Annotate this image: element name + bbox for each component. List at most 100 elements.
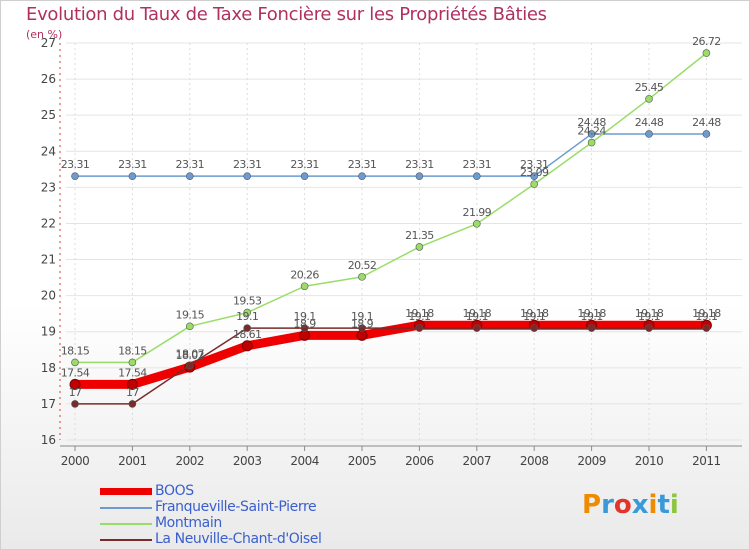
data-label-franqueville-saint-pierre: 24.48	[635, 116, 664, 129]
data-label-franqueville-saint-pierre: 23.31	[348, 158, 377, 171]
data-point-la-neuville-chant-d-oisel	[300, 324, 309, 332]
data-point-la-neuville-chant-d-oisel	[472, 324, 481, 332]
data-label-boos: 19.18	[577, 307, 606, 320]
data-point-montmain	[71, 358, 79, 367]
data-point-la-neuville-chant-d-oisel	[587, 324, 596, 332]
data-label-montmain: 20.52	[348, 259, 377, 272]
data-label-la-neuville-chant-d-oisel: 19.1	[523, 310, 545, 323]
series-line-montmain	[75, 52, 707, 364]
legend-label: Franqueville-Saint-Pierre	[155, 499, 317, 515]
data-label-montmain: 23.09	[520, 166, 549, 179]
data-label-boos: 18.9	[351, 317, 374, 330]
logo-letter: x	[631, 490, 649, 520]
data-point-la-neuville-chant-d-oisel	[243, 324, 251, 332]
y-tick-label: 19	[41, 325, 56, 339]
data-label-montmain: 18.15	[61, 344, 90, 357]
data-point-montmain	[530, 180, 539, 188]
legend-label: La Neuville-Chant-d'Oisel	[155, 531, 322, 547]
data-point-franqueville-saint-pierre	[702, 130, 711, 138]
y-axis-unit: (en %)	[26, 28, 63, 41]
data-label-franqueville-saint-pierre: 23.31	[405, 158, 434, 171]
data-point-montmain	[472, 220, 481, 228]
data-label-franqueville-saint-pierre: 23.31	[233, 158, 262, 171]
x-tick-label: 2004	[290, 454, 319, 468]
data-label-la-neuville-chant-d-oisel: 19.1	[581, 310, 603, 323]
y-tick-label: 17	[41, 397, 56, 411]
data-label-boos: 18.02	[176, 349, 205, 362]
data-label-la-neuville-chant-d-oisel: 19.1	[695, 310, 717, 323]
data-point-franqueville-saint-pierre	[300, 172, 309, 180]
legend-swatch	[100, 507, 152, 509]
x-tick-label: 2002	[176, 454, 205, 468]
x-tick-label: 2000	[61, 454, 90, 468]
data-label-boos: 19.18	[405, 307, 434, 320]
data-label-montmain: 21.35	[405, 229, 434, 242]
x-tick-label: 2008	[520, 454, 549, 468]
data-point-montmain	[358, 273, 366, 281]
data-point-boos	[126, 378, 138, 390]
data-point-boos	[69, 378, 81, 390]
logo-letter: P	[582, 490, 602, 520]
data-label-franqueville-saint-pierre: 24.48	[577, 116, 606, 129]
data-point-franqueville-saint-pierre	[186, 172, 194, 180]
data-label-la-neuville-chant-d-oisel: 17	[69, 386, 82, 399]
data-label-boos: 18.61	[233, 328, 262, 341]
data-label-la-neuville-chant-d-oisel: 19.1	[408, 310, 430, 323]
data-point-boos	[241, 340, 253, 352]
series-line-la-neuville-chant-d-oisel	[75, 327, 707, 405]
y-tick-label: 18	[41, 361, 56, 375]
y-tick-label: 23	[41, 180, 56, 194]
x-tick-label: 2005	[348, 454, 377, 468]
series-line-franqueville-saint-pierre	[75, 133, 707, 177]
x-tick-label: 2006	[405, 454, 434, 468]
logo-letter: i	[669, 490, 679, 520]
data-point-montmain	[243, 308, 251, 317]
logo-letter: r	[601, 490, 614, 520]
data-point-montmain	[186, 322, 194, 331]
data-point-franqueville-saint-pierre	[645, 130, 653, 138]
data-label-franqueville-saint-pierre: 23.31	[290, 158, 319, 171]
data-label-montmain: 21.99	[463, 206, 492, 219]
data-point-franqueville-saint-pierre	[71, 172, 79, 180]
data-label-boos: 19.18	[520, 307, 549, 320]
data-label-la-neuville-chant-d-oisel: 19.1	[466, 310, 488, 323]
data-label-franqueville-saint-pierre: 24.48	[692, 116, 721, 129]
data-label-franqueville-saint-pierre: 23.31	[61, 158, 90, 171]
data-point-la-neuville-chant-d-oisel	[645, 324, 653, 332]
data-label-la-neuville-chant-d-oisel: 19.1	[236, 310, 258, 323]
legend-swatch	[100, 488, 152, 495]
data-label-franqueville-saint-pierre: 23.31	[176, 158, 205, 171]
data-label-montmain: 18.15	[118, 344, 147, 357]
data-label-boos: 19.18	[463, 307, 492, 320]
y-tick-label: 25	[41, 108, 56, 122]
data-label-la-neuville-chant-d-oisel: 19.1	[351, 310, 373, 323]
logo-letter: i	[648, 490, 658, 520]
data-point-montmain	[587, 138, 596, 147]
data-point-la-neuville-chant-d-oisel	[128, 400, 137, 408]
data-point-franqueville-saint-pierre	[243, 172, 251, 180]
data-label-la-neuville-chant-d-oisel: 19.1	[294, 310, 316, 323]
data-point-franqueville-saint-pierre	[358, 172, 366, 180]
data-label-montmain: 25.45	[635, 81, 664, 94]
x-tick-label: 2003	[233, 454, 262, 468]
data-point-franqueville-saint-pierre	[472, 172, 481, 180]
data-label-la-neuville-chant-d-oisel: 18.07	[176, 347, 205, 360]
x-tick-label: 2010	[635, 454, 664, 468]
y-tick-label: 20	[41, 289, 56, 303]
data-label-franqueville-saint-pierre: 23.31	[463, 158, 492, 171]
data-point-franqueville-saint-pierre	[415, 172, 424, 180]
line-chart: 16 17 18 19 20 21 22 23 24 25 26 27 2000 2001 2002 2003…	[41, 35, 742, 468]
data-point-montmain	[128, 358, 137, 367]
y-tick-label: 21	[41, 253, 56, 267]
data-point-montmain	[645, 95, 653, 103]
y-tick-label: 27	[41, 36, 56, 50]
x-tick-label: 2001	[118, 454, 147, 468]
y-tick-label: 16	[41, 433, 56, 447]
data-point-la-neuville-chant-d-oisel	[71, 400, 79, 408]
data-label-franqueville-saint-pierre: 23.31	[118, 158, 147, 171]
data-label-montmain: 26.72	[692, 35, 721, 48]
data-point-montmain	[300, 282, 309, 291]
data-point-franqueville-saint-pierre	[587, 130, 596, 138]
data-label-montmain: 19.15	[176, 308, 205, 321]
